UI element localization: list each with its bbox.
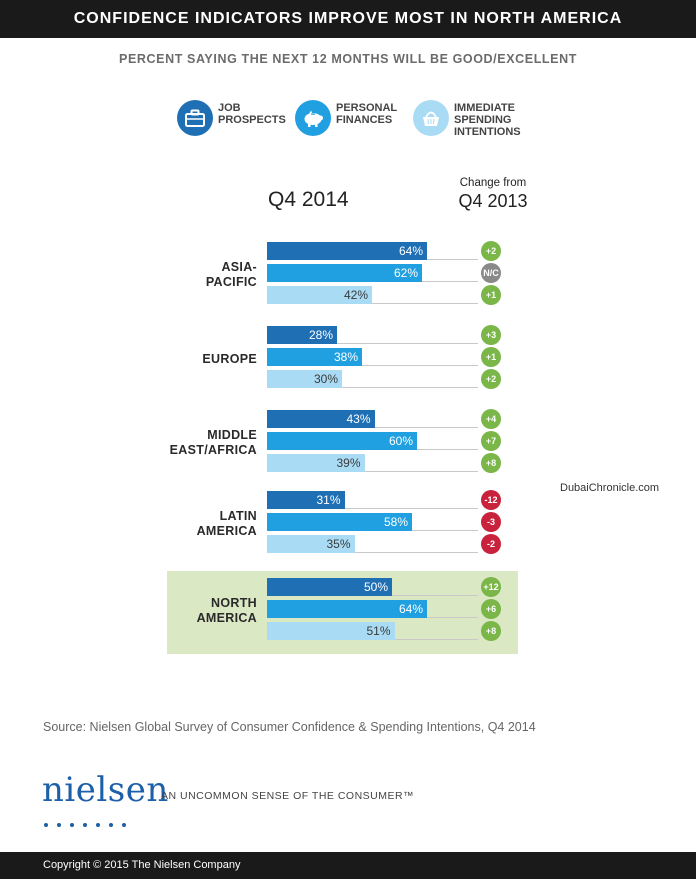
bar-finances-latin-america: [267, 513, 412, 531]
change-badge: N/C: [481, 263, 501, 283]
bar-spending-north-america: [267, 622, 395, 640]
guide-line: [342, 387, 478, 388]
bar-spending-latin-america: [267, 535, 355, 553]
piggy-bank-icon: [295, 100, 331, 136]
change-badge: +8: [481, 453, 501, 473]
change-badge: +3: [481, 325, 501, 345]
bar-finances-asia-pacific: [267, 264, 422, 282]
legend-label-job-prospects: JOB PROSPECTS: [218, 102, 286, 126]
data-label: 64%: [398, 602, 423, 616]
data-label: 51%: [366, 624, 391, 638]
bar-finances-europe: [267, 348, 362, 366]
guide-line: [394, 639, 478, 640]
guide-line: [427, 617, 478, 618]
change-badge: -3: [481, 512, 501, 532]
guide-line: [412, 530, 478, 531]
brand-tagline: AN UNCOMMON SENSE OF THE CONSUMER™: [161, 790, 415, 802]
bar-spending-asia-pacific: [267, 286, 372, 304]
data-label: 31%: [316, 493, 341, 507]
bar-spending-middle-east-africa: [267, 454, 365, 472]
copyright-text: Copyright © 2015 The Nielsen Company: [43, 859, 241, 871]
guide-line: [372, 303, 478, 304]
guide-line: [354, 552, 478, 553]
guide-line: [364, 471, 478, 472]
change-badge: +1: [481, 285, 501, 305]
change-badge: +6: [481, 599, 501, 619]
guide-line: [427, 259, 478, 260]
data-label: 58%: [383, 515, 408, 529]
page-title: CONFIDENCE INDICATORS IMPROVE MOST IN NO…: [0, 0, 696, 38]
region-label-asia-pacific: ASIA- PACIFIC: [205, 260, 257, 289]
data-label: 35%: [326, 537, 351, 551]
region-label-north-america: NORTH AMERICA: [196, 596, 257, 625]
data-label: 43%: [346, 412, 371, 426]
bar-finances-north-america: [267, 600, 427, 618]
legend-label-personal-finances: PERSONAL FINANCES: [336, 102, 398, 126]
legend-label-spending-intentions: IMMEDIATE SPENDING INTENTIONS: [454, 102, 521, 138]
shopping-basket-icon: [413, 100, 449, 136]
bar-job-latin-america: [267, 491, 345, 509]
data-label: 28%: [308, 328, 333, 342]
source-note: Source: Nielsen Global Survey of Consume…: [43, 720, 536, 734]
bar-finances-middle-east-africa: [267, 432, 417, 450]
guide-line: [422, 281, 478, 282]
guide-line: [337, 343, 478, 344]
change-badge: +2: [481, 369, 501, 389]
region-label-latin-america: LATIN AMERICA: [196, 509, 257, 538]
data-label: 38%: [333, 350, 358, 364]
data-label: 50%: [363, 580, 388, 594]
footer: Copyright © 2015 The Nielsen Company: [0, 852, 696, 879]
bar-spending-europe: [267, 370, 342, 388]
change-badge: +8: [481, 621, 501, 641]
change-badge: +7: [481, 431, 501, 451]
bar-job-north-america: [267, 578, 392, 596]
nielsen-logo: nielsen: [42, 770, 169, 810]
bar-job-asia-pacific: [267, 242, 427, 260]
change-badge: +1: [481, 347, 501, 367]
guide-line: [374, 427, 478, 428]
change-badge: -2: [481, 534, 501, 554]
region-label-middle-east-africa: MIDDLE EAST/AFRICA: [169, 428, 257, 457]
change-badge: +2: [481, 241, 501, 261]
bar-job-middle-east-africa: [267, 410, 375, 428]
data-label: 39%: [336, 456, 361, 470]
watermark: DubaiChronicle.com: [560, 482, 660, 494]
change-badge: +12: [481, 577, 501, 597]
bar-job-europe: [267, 326, 337, 344]
guide-line: [362, 365, 478, 366]
data-label: 64%: [398, 244, 423, 258]
region-label-europe: EUROPE: [202, 351, 257, 366]
guide-line: [417, 449, 478, 450]
column-header-change-bottom: Q4 2013: [458, 191, 528, 211]
briefcase-icon: [177, 100, 213, 136]
data-label: 62%: [393, 266, 418, 280]
data-label: 42%: [343, 288, 368, 302]
change-badge: -12: [481, 490, 501, 510]
change-badge: +4: [481, 409, 501, 429]
chart-subtitle: PERCENT SAYING THE NEXT 12 MONTHS WILL B…: [119, 52, 577, 66]
column-header-change-top: Change from: [459, 177, 527, 189]
data-label: 30%: [313, 372, 338, 386]
guide-line: [392, 595, 478, 596]
logo-dots: [44, 812, 135, 831]
guide-line: [344, 508, 478, 509]
data-label: 60%: [388, 434, 413, 448]
column-header-period: Q4 2014: [268, 188, 349, 211]
